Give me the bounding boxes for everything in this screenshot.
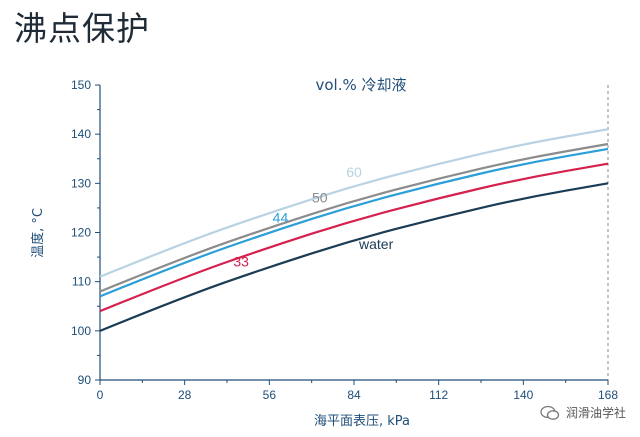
x-tick-label: 56 — [263, 388, 277, 402]
x-axis-title: 海平面表压, kPa — [314, 414, 410, 429]
series-label-33: 33 — [233, 254, 249, 270]
page-title: 沸点保护 — [14, 9, 150, 48]
y-tick-label: 140 — [71, 127, 91, 141]
series-label-water: water — [358, 236, 394, 252]
x-tick-label: 168 — [598, 388, 618, 402]
series-group: 60 50 44 33 water — [99, 128, 609, 332]
y-tick-label: 90 — [78, 373, 92, 387]
x-tick-label: 140 — [513, 388, 533, 402]
x-tick-label: 28 — [178, 388, 192, 402]
x-tick-label: 112 — [429, 388, 448, 402]
y-tick-label: 130 — [71, 176, 91, 190]
watermark-text: 润滑油学社 — [565, 406, 626, 420]
x-tick-label: 0 — [97, 388, 104, 402]
y-axis-title: 温度, °C — [30, 208, 46, 258]
series-label-60: 60 — [346, 164, 362, 180]
y-tick-label: 110 — [72, 275, 91, 289]
y-tick-label: 100 — [71, 324, 91, 338]
y-tick-label: 120 — [71, 226, 91, 240]
axes: 90 100 110 120 130 140 150 0 28 56 84 112 140 168 — [71, 78, 618, 402]
chart-title: vol.% 冷却液 — [315, 76, 406, 94]
x-tick-label: 84 — [347, 388, 361, 402]
series-label-50: 50 — [312, 189, 328, 205]
series-label-44: 44 — [273, 210, 289, 226]
series-line-50 — [99, 142, 609, 293]
series-line-60 — [99, 128, 609, 278]
watermark: 润滑油学社 — [540, 404, 626, 421]
series-line-33 — [99, 162, 609, 313]
y-tick-label: 150 — [71, 78, 91, 92]
series-line-water — [99, 182, 609, 332]
series-line-44 — [99, 147, 609, 298]
wechat-icon — [540, 405, 560, 420]
